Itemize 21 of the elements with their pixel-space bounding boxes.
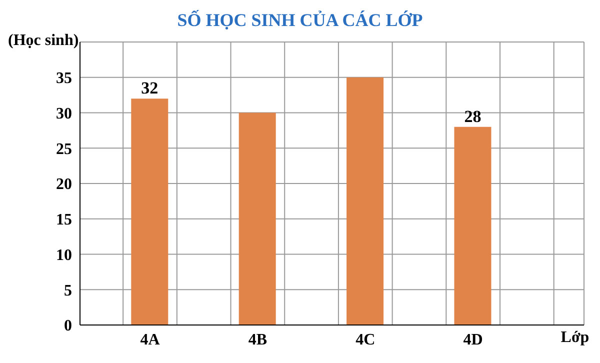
bar	[454, 126, 492, 325]
y-tick-label: 0	[64, 318, 72, 335]
chart-title: SỐ HỌC SINH CỦA CÁC LỚP	[176, 10, 424, 31]
x-tick-label: 4D	[463, 331, 483, 348]
y-axis-title: (Học sinh)	[8, 32, 79, 50]
x-tick-label: 4B	[248, 331, 268, 348]
bar	[346, 77, 384, 325]
y-tick-label: 35	[56, 70, 72, 88]
y-tick-label: 25	[56, 140, 72, 158]
y-tick-label: 30	[56, 105, 72, 122]
y-tick-label: 15	[56, 212, 72, 229]
data-label: 28	[464, 106, 482, 126]
y-tick-label: 20	[56, 176, 72, 194]
y-tick-label: 10	[56, 246, 72, 264]
x-tick-label: 4A	[140, 331, 160, 348]
data-label: 32	[141, 78, 158, 98]
y-tick-label: 5	[64, 282, 72, 300]
bar	[238, 112, 276, 325]
x-tick-label: 4C	[356, 331, 376, 348]
bar	[131, 98, 168, 325]
x-axis-title: Lớp	[560, 329, 590, 347]
